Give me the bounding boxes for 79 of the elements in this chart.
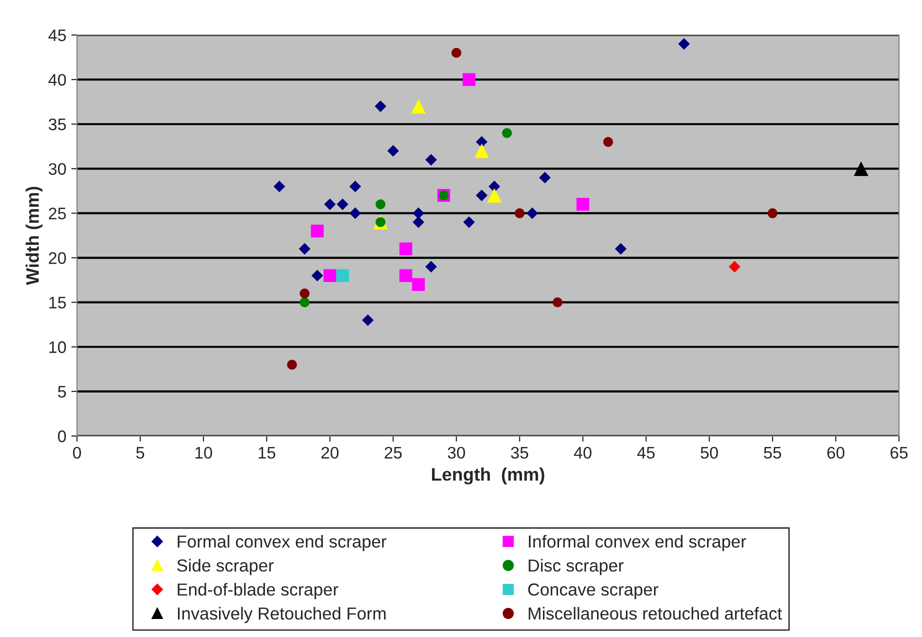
point [425, 154, 437, 166]
point [399, 269, 412, 282]
point [854, 161, 868, 176]
y-tick-label: 35 [48, 118, 66, 130]
x-tick-label: 5 [136, 447, 144, 459]
legend-label: Concave scraper [528, 583, 658, 600]
legend-label: Invasively Retouched Form [178, 606, 386, 624]
point [376, 199, 386, 210]
point [728, 260, 740, 272]
point [526, 207, 538, 220]
y-tick-label: 5 [58, 386, 66, 398]
legend-label: Informal convex end scraper [528, 534, 746, 552]
point [462, 73, 476, 86]
x-tick-label: 35 [510, 446, 528, 459]
x-tick-label: 55 [764, 447, 782, 459]
point [387, 145, 399, 157]
point [474, 144, 489, 158]
point [362, 314, 374, 326]
point [300, 297, 310, 308]
point [576, 198, 590, 211]
y-tick-label: 10 [49, 341, 66, 354]
point [614, 243, 627, 255]
y-tick-label: 45 [48, 30, 66, 42]
point [411, 99, 426, 114]
point [488, 180, 500, 192]
point [539, 172, 551, 184]
x-tick-label: 0 [73, 446, 81, 459]
point [324, 198, 336, 210]
x-tick-label: 65 [890, 446, 908, 459]
point [349, 207, 362, 220]
point [311, 270, 324, 282]
point [451, 48, 462, 58]
x-tick-label: 25 [384, 446, 402, 459]
point [412, 278, 425, 291]
x-tick-label: 60 [827, 446, 844, 459]
point [287, 360, 297, 370]
x-tick-label: 50 [700, 446, 718, 459]
y-tick-label: 20 [48, 252, 66, 264]
point [463, 216, 475, 228]
point [603, 137, 614, 147]
y-tick-label: 25 [48, 208, 66, 220]
point [487, 188, 502, 203]
point [678, 38, 690, 50]
legend-label: Miscellaneous retouched artefact [528, 606, 782, 620]
point [412, 216, 424, 228]
point [399, 242, 412, 256]
x-axis-title: Length (mm) [432, 468, 544, 484]
y-tick-label: 30 [48, 163, 66, 175]
x-tick-label: 20 [321, 446, 339, 459]
point [310, 224, 324, 238]
point [274, 180, 286, 192]
x-tick-label: 10 [195, 446, 212, 459]
point [476, 136, 488, 148]
y-tick-label: 15 [49, 296, 66, 309]
point [324, 269, 336, 282]
x-tick-label: 40 [574, 446, 592, 459]
point [476, 190, 488, 202]
y-tick-label: 0 [58, 430, 66, 442]
point [300, 288, 310, 298]
y-axis-title: Width (mm) [26, 186, 42, 286]
point [514, 208, 525, 218]
legend-label: End-of-blade scraper [178, 582, 338, 600]
y-tick-label: 40 [48, 74, 66, 86]
x-tick-label: 15 [258, 447, 276, 459]
point [768, 208, 778, 218]
legend-label: Formal convex end scraper [178, 534, 386, 552]
point [336, 269, 349, 282]
legend-label: Disc scraper [528, 558, 624, 576]
point [425, 260, 437, 272]
point [412, 207, 424, 220]
point [502, 128, 512, 138]
x-tick-label: 45 [637, 447, 655, 459]
legend-label: Side scraper [177, 558, 274, 576]
point [349, 180, 362, 192]
x-tick-label: 30 [448, 446, 466, 459]
point [374, 100, 386, 112]
point [298, 243, 310, 255]
point [552, 297, 562, 308]
point [336, 198, 348, 210]
